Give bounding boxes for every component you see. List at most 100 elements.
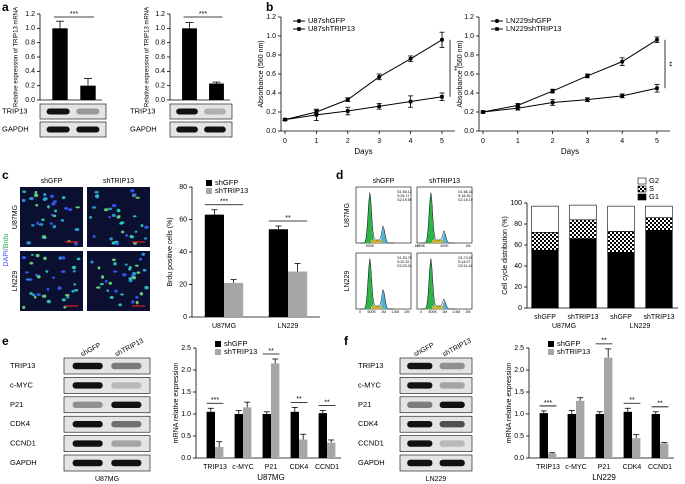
y-tick-label: 100 bbox=[510, 200, 522, 207]
blot-strip bbox=[39, 121, 107, 138]
cell-nucleus bbox=[76, 257, 81, 261]
flow-tick-label: 400K bbox=[440, 244, 449, 248]
significance-label: ** bbox=[665, 61, 672, 67]
x-tick-label: 1 bbox=[314, 138, 318, 145]
microscopy-tile bbox=[87, 251, 150, 311]
cell-nucleus bbox=[111, 213, 116, 217]
blot-row-label: TRIP13 bbox=[10, 361, 35, 370]
cell-nucleus bbox=[91, 206, 97, 209]
y-tick-label: 0.2 bbox=[266, 109, 276, 116]
blot-caption: U87MG bbox=[95, 476, 119, 483]
bar bbox=[209, 83, 224, 100]
cell-nucleus bbox=[108, 281, 113, 285]
blot-band bbox=[407, 459, 433, 467]
cell-nucleus bbox=[125, 233, 128, 237]
cell-nucleus bbox=[22, 190, 27, 194]
cell-nucleus bbox=[130, 189, 135, 193]
cell-nucleus bbox=[141, 252, 145, 256]
flow-tick-label: 500K bbox=[366, 244, 375, 248]
stain-label: DAPI/Brdu bbox=[3, 233, 10, 266]
cell-nucleus bbox=[46, 287, 50, 292]
significance-label: *** bbox=[544, 400, 552, 407]
y-tick-label: 0.2 bbox=[155, 83, 165, 90]
bar bbox=[80, 85, 96, 100]
flow-stat: G2:11.44 bbox=[458, 264, 473, 268]
blot-band bbox=[72, 421, 103, 428]
legend-label: shGFP bbox=[215, 178, 238, 187]
cell-nucleus bbox=[111, 204, 117, 208]
flow-outline bbox=[360, 258, 394, 310]
cell-nucleus bbox=[109, 296, 114, 299]
cell-nucleus bbox=[74, 242, 78, 246]
legend-swatch bbox=[637, 177, 647, 185]
blot-band bbox=[439, 362, 465, 370]
y-tick-label: 0.0 bbox=[266, 128, 276, 135]
group-label: U87MG bbox=[552, 323, 576, 330]
bar bbox=[271, 363, 280, 458]
cell-nucleus bbox=[128, 265, 132, 269]
flow-tick-label: 500K bbox=[429, 310, 438, 314]
blot-row-label: TRIP13 bbox=[130, 106, 155, 115]
x-tick-label: LN229 bbox=[278, 323, 299, 330]
cell-nucleus bbox=[29, 292, 33, 295]
blot-band bbox=[204, 108, 226, 115]
cell-nucleus bbox=[134, 264, 139, 267]
y-axis-label: Absorbance (560 nm) bbox=[258, 40, 265, 107]
cell-nucleus bbox=[52, 276, 56, 279]
flow-stat: S:22.32 bbox=[397, 260, 409, 264]
cell-nucleus bbox=[136, 271, 141, 274]
marker bbox=[585, 97, 590, 102]
y-tick-label: 0.8 bbox=[266, 52, 276, 59]
bar-segment bbox=[607, 252, 635, 309]
y-tick-label: 0.0 bbox=[181, 455, 191, 462]
significance-label: ** bbox=[601, 338, 607, 345]
flow-tick-label: 100K bbox=[417, 244, 426, 248]
x-tick-label: P21 bbox=[598, 464, 611, 471]
cell-nucleus bbox=[131, 276, 137, 280]
x-tick-label: CCND1 bbox=[648, 464, 672, 471]
legend-swatch bbox=[206, 188, 212, 194]
cell-nucleus bbox=[135, 300, 139, 305]
flow-stat: G2:23.01 bbox=[397, 264, 412, 268]
cell-nucleus bbox=[29, 261, 34, 265]
cell-nucleus bbox=[96, 286, 101, 289]
bar bbox=[290, 411, 299, 458]
x-tick-label: 0 bbox=[283, 138, 287, 145]
y-tick-label: 1.0 bbox=[514, 411, 524, 418]
bar bbox=[576, 400, 585, 458]
y-tick-label: 0.5 bbox=[514, 433, 524, 440]
cell-nucleus bbox=[113, 262, 117, 266]
cell-nucleus bbox=[97, 266, 101, 270]
significance-label: ** bbox=[285, 215, 291, 222]
legend-swatch bbox=[637, 193, 647, 201]
cell-nucleus bbox=[35, 204, 39, 207]
cell-nucleus bbox=[90, 260, 94, 264]
cell-nucleus bbox=[21, 198, 26, 202]
cell-nucleus bbox=[29, 197, 34, 201]
significance-label: ** bbox=[296, 396, 302, 403]
blot-column-label: shTRIP13 bbox=[442, 338, 473, 359]
cell-nucleus bbox=[135, 295, 139, 299]
blot-band bbox=[176, 108, 198, 115]
blot-strip bbox=[399, 454, 473, 472]
cell-nucleus bbox=[89, 215, 92, 219]
blot-row-label: CDK4 bbox=[10, 419, 30, 428]
x-tick-label: TRIP13 bbox=[203, 464, 227, 471]
cell-nucleus bbox=[26, 278, 30, 281]
blot-band bbox=[72, 440, 103, 447]
blot-band bbox=[46, 108, 70, 115]
y-tick-label: 0.5 bbox=[181, 433, 191, 440]
y-tick-label: 80 bbox=[179, 184, 187, 191]
bar bbox=[206, 411, 215, 458]
blot-caption: LN229 bbox=[426, 476, 447, 483]
cell-nucleus bbox=[57, 286, 62, 290]
panel-label: f bbox=[344, 334, 349, 348]
g2-peak bbox=[378, 291, 389, 309]
cell-nucleus bbox=[61, 196, 66, 200]
cell-nucleus bbox=[138, 257, 143, 261]
cell-nucleus bbox=[36, 221, 39, 225]
cell-nucleus bbox=[118, 303, 122, 307]
blot-row-label: P21 bbox=[358, 400, 371, 409]
marker bbox=[516, 106, 520, 110]
y-tick-label: 1.5 bbox=[181, 389, 191, 396]
